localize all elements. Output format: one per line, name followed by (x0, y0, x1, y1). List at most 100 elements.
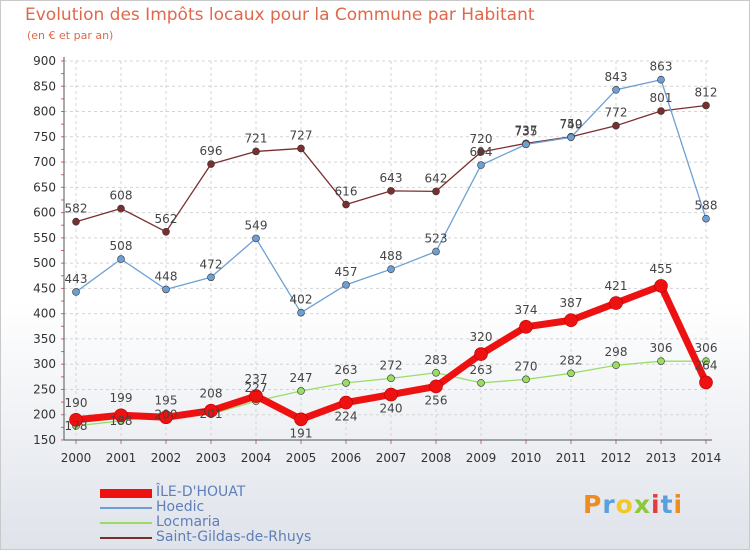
data-point (612, 121, 620, 130)
data-label: 199 (110, 391, 133, 405)
data-label: 562 (155, 212, 178, 226)
data-label: 208 (200, 387, 223, 401)
data-label: 801 (650, 91, 673, 105)
series-group (69, 75, 713, 430)
data-label: 582 (65, 202, 88, 216)
data-point (657, 107, 665, 115)
data-point (612, 86, 620, 94)
data-point (702, 214, 710, 223)
y-tick-label: 800 (33, 105, 56, 119)
y-tick-label: 700 (33, 155, 56, 169)
data-point (117, 204, 125, 213)
x-tick-label: 2010 (511, 451, 542, 465)
chart-subtitle: (en € et par an) (27, 29, 114, 42)
data-point (477, 379, 485, 387)
data-point (69, 412, 83, 427)
data-label: 190 (65, 396, 88, 410)
data-label: 720 (470, 132, 493, 146)
legend-swatch-saint-gildas (100, 537, 152, 539)
data-label: 402 (290, 293, 313, 307)
data-point (297, 387, 305, 395)
data-point (117, 255, 125, 263)
logo-letter: P (583, 490, 603, 519)
data-label: 457 (335, 265, 358, 279)
data-label: 201 (200, 407, 223, 421)
data-label: 643 (380, 171, 403, 185)
data-label: 282 (560, 353, 583, 367)
data-label: 237 (245, 372, 268, 386)
x-tick-label: 2005 (286, 451, 317, 465)
data-label: 374 (515, 303, 538, 317)
data-point (207, 273, 215, 282)
data-label: 443 (65, 272, 88, 286)
y-tick-label: 900 (33, 54, 56, 68)
y-tick-label: 600 (33, 206, 56, 220)
data-label: 263 (335, 363, 358, 377)
x-axis-ticks: 2000 2001 2002 2003 2004 2005 2006 2007 2008 2009… (61, 451, 722, 465)
y-tick-label: 850 (33, 79, 56, 93)
data-point (252, 234, 260, 243)
data-label: 750 (560, 117, 583, 131)
y-tick-label: 750 (33, 130, 56, 144)
data-point (702, 101, 710, 110)
data-point (249, 389, 263, 403)
data-point (519, 320, 533, 334)
data-point (657, 75, 665, 84)
data-label: 812 (695, 85, 718, 99)
legend-swatch-hoedic (100, 507, 152, 509)
x-tick-label: 2009 (466, 451, 497, 465)
x-tick-label: 2002 (151, 451, 182, 465)
data-label: 188 (110, 414, 133, 428)
data-label: 320 (470, 330, 493, 344)
x-tick-label: 2004 (241, 451, 272, 465)
data-labels: 190 199 195 208 237 191 224 240 256 320 374 387 421 4… (65, 60, 718, 441)
data-label: 843 (605, 70, 628, 84)
y-tick-label: 150 (33, 433, 56, 447)
y-tick-label: 550 (33, 231, 56, 245)
data-label: 737 (515, 123, 538, 137)
data-label: 772 (605, 106, 628, 120)
chart-title: Evolution des Impôts locaux pour la Comm… (25, 5, 535, 25)
data-point (387, 187, 395, 195)
data-point (432, 247, 440, 256)
data-point (114, 408, 128, 423)
data-point (699, 375, 713, 390)
data-point (474, 347, 488, 361)
y-tick-label: 450 (33, 281, 56, 295)
data-point (339, 395, 353, 410)
data-label: 696 (200, 144, 223, 158)
data-label: 549 (245, 218, 268, 232)
data-label: 264 (695, 358, 718, 372)
data-point (294, 412, 308, 427)
legend-label-hoedic: Hoedic (156, 499, 205, 515)
x-tick-label: 2008 (421, 451, 452, 465)
x-tick-label: 2007 (376, 451, 407, 465)
proxiti-logo: Proxiti (583, 490, 683, 519)
data-label: 306 (650, 341, 673, 355)
y-tick-label: 350 (33, 332, 56, 346)
data-label: 200 (155, 408, 178, 422)
data-label: 256 (425, 393, 448, 407)
data-label: 694 (470, 145, 493, 159)
data-point (162, 285, 170, 294)
data-point (654, 279, 668, 293)
logo-letter: i (651, 490, 661, 519)
y-tick-label: 650 (33, 180, 56, 194)
data-label: 588 (695, 199, 718, 213)
data-label: 298 (605, 345, 628, 359)
data-label: 616 (335, 185, 358, 199)
legend-swatch-ile-dhouat (100, 489, 152, 498)
y-tick-label: 250 (33, 382, 56, 396)
data-label: 727 (290, 128, 313, 142)
data-point (72, 217, 80, 226)
data-label: 224 (335, 410, 358, 424)
data-point (72, 288, 80, 296)
data-label: 178 (65, 419, 88, 433)
data-point (522, 140, 530, 149)
x-tick-label: 2012 (601, 451, 632, 465)
data-point (564, 313, 578, 328)
data-label: 508 (110, 239, 133, 253)
data-point (297, 308, 305, 317)
legend-label-ile-dhouat: ÎLE-D'HOUAT (156, 484, 246, 500)
